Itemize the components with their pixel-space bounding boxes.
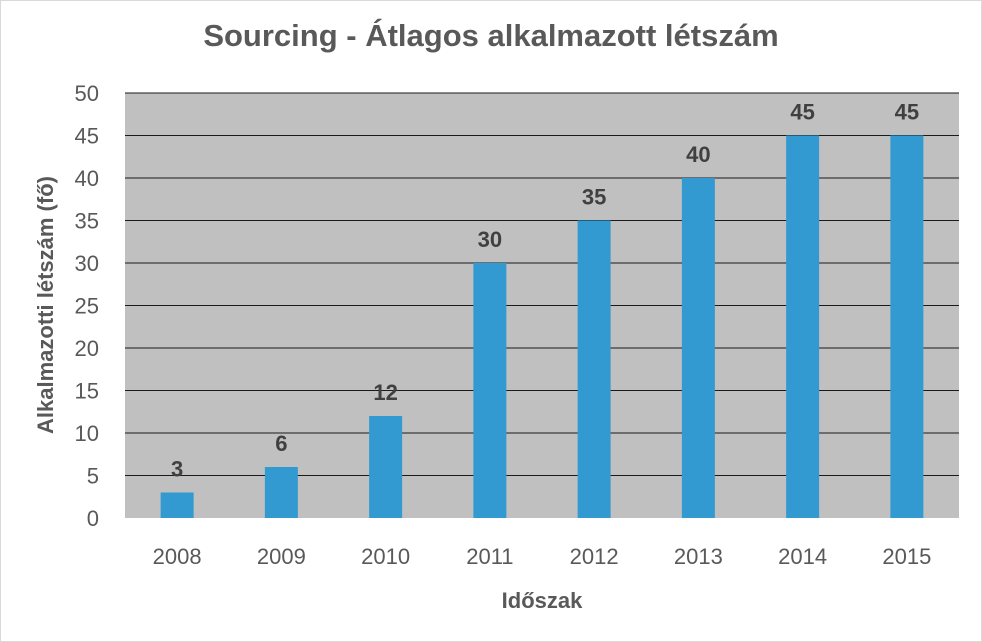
bar [890, 135, 924, 518]
data-label: 30 [478, 227, 502, 252]
chart-title: Sourcing - Átlagos alkalmazott létszám [203, 18, 779, 53]
y-tick-label: 30 [75, 251, 99, 276]
data-label: 45 [790, 100, 814, 125]
y-tick-label: 25 [75, 294, 99, 319]
y-tick-label: 5 [87, 464, 99, 489]
x-tick-label: 2012 [570, 544, 619, 569]
data-label: 45 [895, 100, 919, 125]
bar [369, 416, 403, 518]
data-label: 35 [582, 185, 606, 210]
x-tick-label: 2010 [361, 544, 410, 569]
data-label: 12 [373, 380, 397, 405]
y-tick-label: 15 [75, 379, 99, 404]
data-label: 3 [171, 457, 183, 482]
y-tick-label: 45 [75, 124, 99, 149]
bar [681, 178, 715, 518]
bars [160, 135, 924, 518]
y-tick-label: 0 [87, 506, 99, 531]
bar [160, 492, 194, 518]
x-tick-label: 2008 [153, 544, 202, 569]
y-tick-label: 50 [75, 81, 99, 106]
bar [473, 263, 507, 518]
x-tick-label: 2011 [466, 544, 513, 569]
data-label: 40 [686, 142, 710, 167]
x-axis-title: Időszak [501, 588, 583, 613]
x-tick-label: 2015 [882, 544, 931, 569]
bar [786, 135, 820, 518]
y-tick-label: 35 [75, 209, 99, 234]
gridlines [125, 92, 959, 476]
y-tick-label: 10 [75, 421, 99, 446]
x-tick-label: 2014 [778, 544, 827, 569]
data-labels: 3 6 12 30 35 40 45 45 [171, 100, 919, 482]
x-tick-label: 2013 [674, 544, 723, 569]
y-tick-label: 40 [75, 166, 99, 191]
x-tick-label: 2009 [257, 544, 306, 569]
y-tick-label: 20 [75, 336, 99, 361]
y-tick-labels: 0 5 10 15 20 25 30 35 40 45 50 [75, 81, 99, 531]
x-tick-labels: 2008 2009 2010 2011 2012 2013 2014 2015 [153, 544, 932, 569]
bar [264, 467, 298, 518]
bar [577, 220, 611, 518]
data-label: 6 [275, 431, 287, 456]
